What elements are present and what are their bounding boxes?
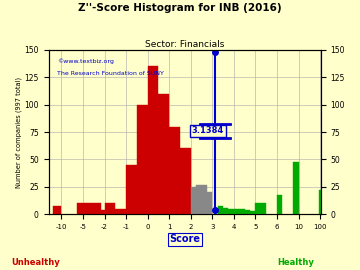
Bar [101, 210, 104, 214]
Bar [229, 209, 234, 214]
Bar [169, 127, 180, 214]
Text: Z''-Score Histogram for INB (2016): Z''-Score Histogram for INB (2016) [78, 3, 282, 13]
Bar [245, 210, 250, 214]
Text: Healthy: Healthy [277, 258, 314, 267]
Bar [180, 148, 191, 214]
Bar [202, 185, 207, 214]
Text: Unhealthy: Unhealthy [12, 258, 60, 267]
Bar [250, 211, 255, 214]
Bar [234, 209, 239, 214]
Title: Sector: Financials: Sector: Financials [145, 40, 224, 49]
Bar [207, 192, 212, 214]
Bar [196, 185, 202, 214]
Y-axis label: Number of companies (997 total): Number of companies (997 total) [15, 76, 22, 188]
Bar [126, 165, 137, 214]
Bar [218, 205, 223, 214]
Bar [319, 190, 321, 214]
Bar [293, 162, 299, 214]
Text: ©www.textbiz.org: ©www.textbiz.org [57, 58, 113, 64]
Bar [115, 209, 126, 214]
Bar [77, 203, 86, 214]
Bar [137, 104, 148, 214]
Bar [277, 195, 282, 214]
Bar [53, 205, 62, 214]
Bar [158, 94, 169, 214]
X-axis label: Score: Score [169, 234, 200, 244]
Bar [223, 208, 229, 214]
Text: The Research Foundation of SUNY: The Research Foundation of SUNY [57, 71, 163, 76]
Bar [86, 203, 101, 214]
Bar [239, 209, 245, 214]
Text: 3.1384: 3.1384 [192, 126, 224, 136]
Bar [191, 187, 196, 214]
Bar [148, 66, 158, 214]
Bar [104, 203, 115, 214]
Bar [255, 203, 266, 214]
